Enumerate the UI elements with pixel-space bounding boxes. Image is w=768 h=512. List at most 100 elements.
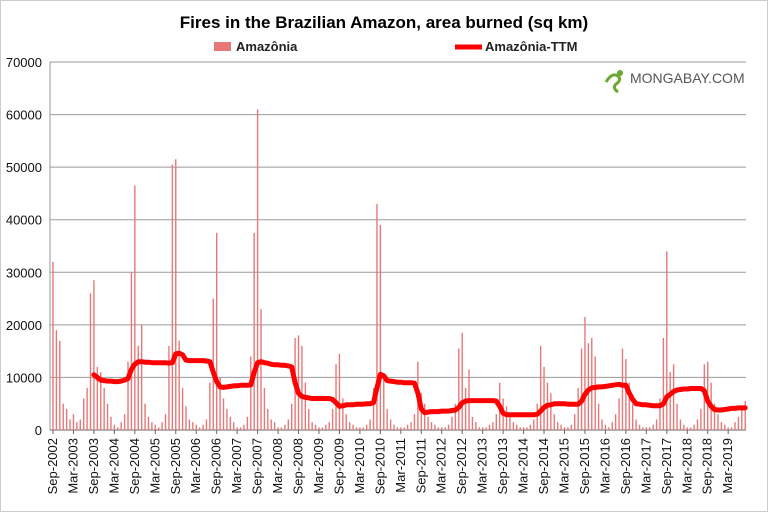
bar bbox=[396, 427, 399, 430]
bar bbox=[86, 387, 88, 430]
bar bbox=[168, 345, 170, 430]
bar bbox=[485, 427, 487, 430]
bar bbox=[328, 422, 330, 430]
x-tick-label: Sep-2016 bbox=[618, 438, 633, 494]
bar bbox=[635, 419, 637, 430]
bar bbox=[362, 427, 365, 430]
x-tick-label: Sep-2005 bbox=[168, 438, 183, 494]
bar bbox=[458, 348, 460, 430]
bar bbox=[297, 335, 300, 430]
legend: Amazônia Amazônia-TTM bbox=[214, 39, 577, 54]
y-tick-label: 40000 bbox=[6, 213, 42, 228]
y-tick-label: 70000 bbox=[6, 55, 42, 70]
bar bbox=[267, 408, 269, 430]
bar bbox=[505, 406, 508, 430]
bar bbox=[441, 427, 443, 430]
bar bbox=[519, 427, 521, 430]
bar bbox=[618, 398, 620, 430]
x-tick-label: Sep-2018 bbox=[700, 438, 715, 494]
bar bbox=[106, 403, 109, 430]
y-tick-label: 20000 bbox=[6, 318, 42, 333]
bar bbox=[689, 427, 692, 430]
x-tick-label: Mar-2007 bbox=[229, 438, 244, 494]
bar bbox=[359, 427, 361, 430]
bar bbox=[686, 427, 688, 430]
bar bbox=[120, 422, 122, 430]
chart-title: Fires in the Brazilian Amazon, area burn… bbox=[180, 13, 588, 32]
bar bbox=[451, 416, 453, 430]
watermark-text: MONGABAY.COM bbox=[630, 70, 745, 86]
x-tick-label: Mar-2011 bbox=[393, 438, 408, 493]
bar bbox=[659, 398, 661, 430]
x-tick-label: Mar-2015 bbox=[557, 438, 572, 494]
bar bbox=[608, 427, 610, 430]
x-tick-label: Mar-2003 bbox=[65, 438, 80, 494]
bar bbox=[427, 416, 429, 430]
bar bbox=[649, 427, 651, 430]
bar bbox=[188, 419, 191, 430]
bar bbox=[447, 424, 450, 430]
bar bbox=[509, 416, 511, 430]
bar bbox=[539, 345, 542, 430]
x-tick-label: Sep-2003 bbox=[86, 438, 101, 494]
y-axis: 0 10000 20000 30000 40000 50000 60000 70000 bbox=[6, 55, 42, 438]
bar bbox=[52, 261, 54, 430]
bar bbox=[144, 403, 146, 430]
bar bbox=[140, 324, 143, 430]
bar bbox=[481, 427, 484, 430]
bar bbox=[151, 422, 153, 430]
bar bbox=[345, 414, 347, 430]
bar bbox=[430, 422, 433, 430]
bar bbox=[195, 424, 197, 430]
bar bbox=[516, 424, 518, 430]
x-tick-label: Sep-2017 bbox=[659, 438, 674, 494]
bar bbox=[679, 419, 682, 430]
bar bbox=[601, 419, 603, 430]
bar bbox=[444, 427, 446, 430]
x-tick-label: Sep-2010 bbox=[372, 438, 387, 494]
bar bbox=[277, 427, 279, 430]
bar bbox=[117, 427, 119, 430]
bar bbox=[400, 427, 402, 430]
bar bbox=[393, 424, 395, 430]
bar bbox=[253, 232, 255, 430]
y-tick-label: 10000 bbox=[6, 370, 42, 385]
bar bbox=[325, 424, 327, 430]
bar bbox=[717, 414, 719, 430]
bar bbox=[464, 387, 467, 430]
x-tick-label: Sep-2013 bbox=[495, 438, 510, 494]
legend-label-amazonia: Amazônia bbox=[236, 39, 298, 54]
bar bbox=[113, 424, 116, 430]
bar bbox=[584, 316, 586, 430]
bar bbox=[246, 416, 249, 430]
bar bbox=[127, 361, 129, 430]
bar bbox=[93, 280, 95, 430]
bar bbox=[471, 416, 474, 430]
bar bbox=[366, 424, 368, 430]
bar bbox=[348, 422, 351, 430]
bar bbox=[577, 387, 579, 430]
bar bbox=[103, 387, 105, 430]
bar bbox=[147, 416, 150, 430]
mongabay-logo: MONGABAY.COM bbox=[604, 70, 745, 94]
x-tick-label: Sep-2006 bbox=[209, 438, 224, 494]
bar bbox=[529, 424, 532, 430]
bar bbox=[669, 372, 671, 430]
bar bbox=[461, 332, 463, 430]
bar bbox=[352, 424, 354, 430]
bar bbox=[226, 408, 228, 430]
x-tick-label: Mar-2006 bbox=[188, 438, 203, 494]
x-tick-label: Mar-2019 bbox=[720, 438, 735, 494]
bar bbox=[591, 338, 593, 430]
bar bbox=[308, 408, 310, 430]
x-tick-label: Mar-2004 bbox=[106, 438, 121, 494]
bar bbox=[567, 427, 569, 430]
bar bbox=[273, 422, 276, 430]
bar bbox=[342, 398, 344, 430]
y-tick-label: 50000 bbox=[6, 160, 42, 175]
bar bbox=[478, 427, 480, 430]
bar bbox=[314, 424, 317, 430]
bar bbox=[389, 419, 392, 430]
bar bbox=[287, 419, 289, 430]
bar bbox=[632, 403, 634, 430]
